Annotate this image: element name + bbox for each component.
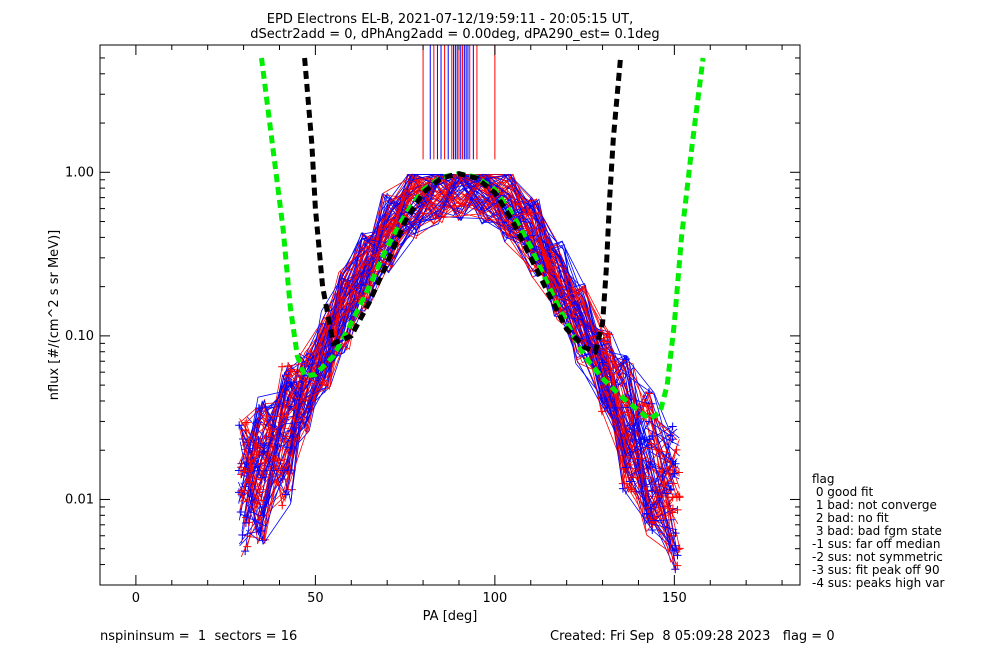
measurement-point-marker (238, 531, 247, 540)
y-tick-label: 1.00 (65, 165, 94, 180)
y-tick-label: 0.01 (65, 492, 94, 507)
legend-item: -3 sus: fit peak off 90 (812, 563, 940, 577)
legend-item: 0 good fit (812, 485, 874, 499)
measurement-point-marker (242, 418, 251, 427)
measurement-line (247, 173, 675, 562)
measurement-line (241, 173, 673, 520)
measurement-line (239, 173, 678, 497)
measurement-point-marker (670, 469, 679, 478)
chart-title-line2: dSectr2add = 0, dPhAng2add = 0.00deg, dP… (250, 27, 659, 42)
measurement-point-marker (628, 414, 637, 423)
x-axis-label: PA [deg] (423, 609, 478, 624)
measurement-line (241, 173, 679, 525)
footer-created-info: Created: Fri Sep 8 05:09:28 2023 flag = … (550, 629, 835, 644)
measurement-line (248, 173, 680, 523)
plot-inner (234, 45, 706, 574)
measurement-point-marker (603, 329, 612, 338)
measurement-line (243, 173, 680, 497)
legend-item: 3 bad: bad fgm state (812, 524, 942, 538)
measurement-point-marker (621, 463, 630, 472)
measurement-point-marker (286, 365, 295, 374)
measurement-point-marker (259, 447, 268, 456)
x-tick-label: 100 (482, 591, 507, 606)
measurement-line (245, 173, 676, 534)
measurement-point-marker (240, 467, 249, 476)
measurement-line (241, 197, 680, 489)
plot-area (234, 45, 706, 574)
measurement-line (240, 173, 671, 558)
measurement-line (238, 173, 680, 524)
measurement-point-marker (666, 431, 675, 440)
measurement-point-marker (598, 407, 607, 416)
legend-item: -2 sus: not symmetric (812, 550, 943, 564)
measurement-point-marker (281, 490, 290, 499)
y-tick-label: 0.10 (65, 329, 94, 344)
measurement-point-marker (278, 501, 287, 510)
measurement-line (240, 173, 675, 571)
measurement-point-marker (645, 435, 654, 444)
measurement-line (244, 173, 673, 519)
measurement-line (240, 173, 678, 566)
measurement-point-marker (241, 519, 250, 528)
x-tick-label: 0 (132, 591, 140, 606)
measurement-point-marker (244, 478, 253, 487)
measurement-point-marker (234, 466, 243, 475)
legend-title: flag (812, 472, 835, 486)
legend-item: -1 sus: far off median (812, 537, 940, 551)
measurement-point-marker (286, 402, 295, 411)
measurement-point-marker (673, 551, 682, 560)
measurement-point-marker (279, 412, 288, 421)
measurement-point-marker (241, 419, 250, 428)
legend-item: 2 bad: no fit (812, 511, 889, 525)
measurement-point-marker (672, 493, 681, 502)
black-fit-curve (302, 57, 623, 356)
measurement-point-marker (673, 561, 682, 570)
measurement-point-marker (668, 422, 677, 431)
x-tick-label: 50 (307, 591, 324, 606)
measurement-point-marker (254, 435, 263, 444)
measurement-line (238, 173, 677, 504)
measurement-line (241, 174, 680, 482)
chart-title-line1: EPD Electrons EL-B, 2021-07-12/19:59:11 … (267, 12, 633, 27)
flag-legend: flag 0 good fit 1 bad: not converge 2 ba… (812, 472, 945, 590)
y-axis-label: nflux [#/(cm^2 s sr MeV)] (47, 230, 62, 400)
measurement-point-marker (675, 544, 684, 553)
measurement-point-marker (237, 463, 246, 472)
axes: 0 50 100 150 0.01 0.10 1.00 (65, 44, 801, 606)
measurement-point-marker (675, 468, 684, 477)
legend-item: 1 bad: not converge (812, 498, 937, 512)
legend-item: -4 sus: peaks high var (812, 576, 945, 590)
measurement-point-marker (278, 362, 287, 371)
measurement-point-marker (603, 404, 612, 413)
plot-frame (99, 44, 801, 586)
measurement-line (238, 173, 679, 514)
measurement-point-marker (671, 529, 680, 538)
footer-spin-info: nspininsum = 1 sectors = 16 (100, 629, 297, 644)
x-tick-label: 150 (662, 591, 687, 606)
measurement-point-marker (262, 411, 271, 420)
measurement-point-marker (673, 505, 682, 514)
measurement-point-marker (235, 421, 244, 430)
measurement-point-marker (598, 358, 607, 367)
measurement-line (240, 174, 679, 520)
measurement-line (240, 173, 678, 506)
